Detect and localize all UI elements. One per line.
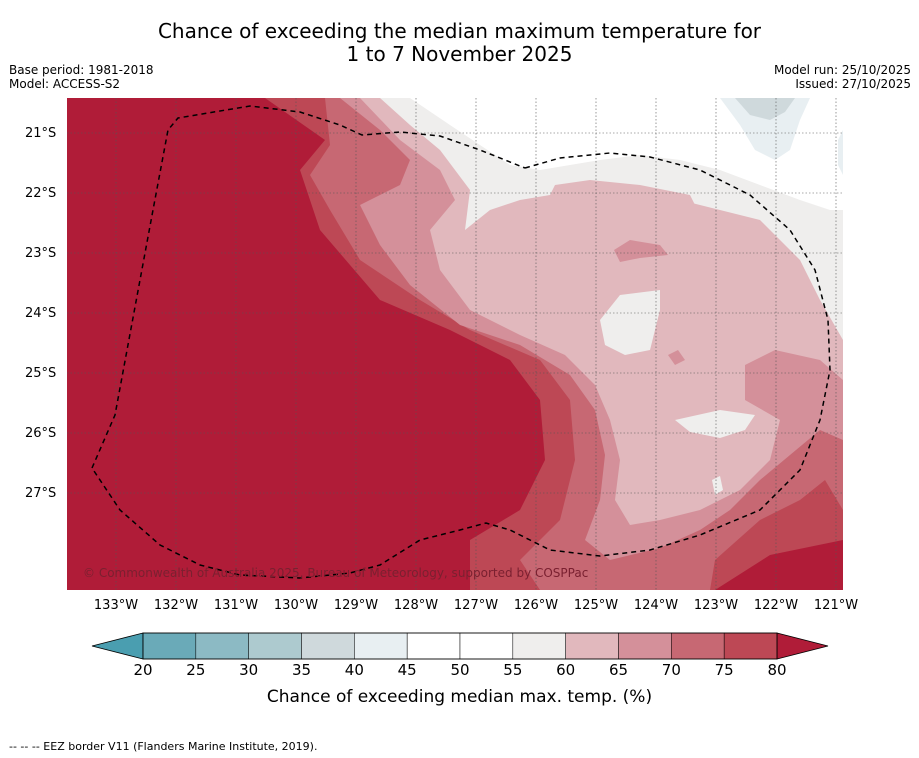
eez-border-east <box>91 152 831 579</box>
colorbar-segment <box>354 632 408 660</box>
lat-label: 23°S <box>25 246 57 261</box>
colorbar-tick-label: 35 <box>291 661 312 679</box>
colorbar <box>91 632 829 660</box>
colorbar-segment <box>459 632 514 660</box>
zone-60-65-island <box>500 180 715 300</box>
colorbar-tick-label: 65 <box>608 661 629 679</box>
zone-40-45 <box>838 130 843 175</box>
lat-label: 21°S <box>25 126 57 141</box>
lon-label: 125°W <box>573 598 619 613</box>
lat-label: 25°S <box>25 366 57 381</box>
zone-55-60-pocket <box>712 476 723 495</box>
colorbar-segment <box>301 632 355 660</box>
metadata-left: Base period: 1981-2018 Model: ACCESS-S2 <box>9 63 154 91</box>
map-title-line1: Chance of exceeding the median maximum t… <box>157 19 762 43</box>
lon-label: 127°W <box>453 598 499 613</box>
colorbar-segment <box>248 632 302 660</box>
base-period: Base period: 1981-2018 <box>9 63 154 77</box>
lon-label: 123°W <box>693 598 739 613</box>
lon-label: 133°W <box>93 598 139 613</box>
lat-label: 27°S <box>25 486 57 501</box>
colorbar-segment <box>671 632 725 660</box>
colorbar-segment <box>512 632 566 660</box>
colorbar-tick-label: 70 <box>661 661 681 679</box>
issued-date: Issued: 27/10/2025 <box>795 77 911 91</box>
colorbar-tick-label: 30 <box>239 661 259 679</box>
zone-55-60-pocket <box>675 410 755 438</box>
colorbar-over-triangle <box>776 632 829 660</box>
map-title-line2: 1 to 7 November 2025 <box>346 42 573 66</box>
colorbar-segment <box>565 632 619 660</box>
zone-65-70-spot <box>668 350 685 365</box>
lat-label: 24°S <box>25 306 57 321</box>
lon-label: 131°W <box>213 598 259 613</box>
lon-label: 121°W <box>813 598 859 613</box>
lon-label: 130°W <box>273 598 319 613</box>
graticule <box>67 98 843 590</box>
model-run: Model run: 25/10/2025 <box>773 63 911 77</box>
colorbar-tick-label: 80 <box>767 661 787 679</box>
colorbar-tick-label: 60 <box>556 661 576 679</box>
zone-40-45 <box>720 98 810 160</box>
eez-footnote: -- -- -- EEZ border V11 (Flanders Marine… <box>9 740 318 753</box>
model-name: Model: ACCESS-S2 <box>9 77 121 91</box>
lon-label: 128°W <box>393 598 439 613</box>
lon-label: 122°W <box>753 598 799 613</box>
colorbar-segment <box>723 632 778 660</box>
colorbar-under-triangle <box>91 632 144 660</box>
lon-label: 124°W <box>633 598 679 613</box>
colorbar-segment <box>142 632 197 660</box>
lon-label: 132°W <box>153 598 199 613</box>
colorbar-tick-label: 40 <box>344 661 364 679</box>
colorbar-segment <box>406 632 461 660</box>
eez-border-west <box>91 105 526 469</box>
lon-label: 126°W <box>513 598 559 613</box>
zone-35-40 <box>735 98 795 120</box>
zone-65-70-spot <box>614 240 668 262</box>
colorbar-tick-label: 20 <box>133 661 153 679</box>
colorbar-label: Chance of exceeding median max. temp. (%… <box>266 687 653 707</box>
lat-label: 22°S <box>25 186 57 201</box>
map-copyright: © Commonwealth of Australia 2025, Bureau… <box>83 566 589 580</box>
colorbar-tick-label: 55 <box>503 661 523 679</box>
colorbar-tick-label: 50 <box>450 661 470 679</box>
map-canvas <box>67 98 843 590</box>
colorbar-segment <box>195 632 249 660</box>
lat-label: 26°S <box>25 426 57 441</box>
colorbar-tick-label: 25 <box>186 661 206 679</box>
colorbar-segment <box>618 632 672 660</box>
colorbar-frame <box>142 632 778 660</box>
colorbar-segments <box>142 632 778 660</box>
zone-55-60-pocket <box>600 290 660 355</box>
colorbar-tick-label: 45 <box>397 661 417 679</box>
colorbar-tick-label: 75 <box>714 661 734 679</box>
metadata-right: Model run: 25/10/2025 Issued: 27/10/2025 <box>774 63 911 91</box>
lon-label: 129°W <box>333 598 379 613</box>
